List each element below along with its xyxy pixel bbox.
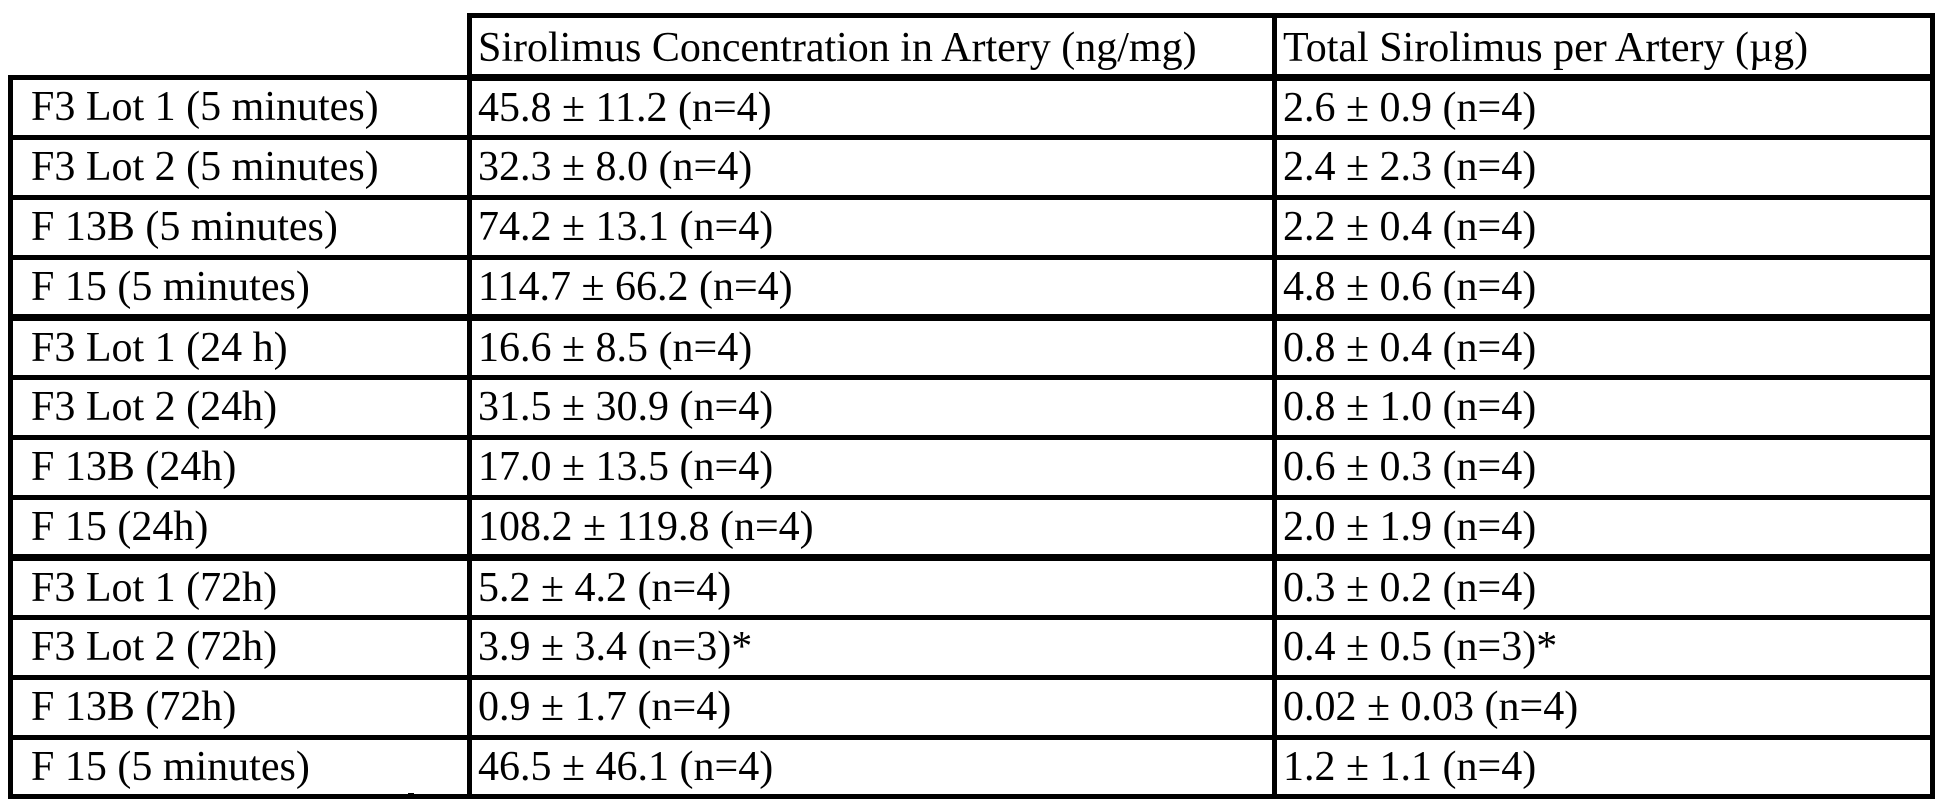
- total-cell: 2.6 ± 0.9 (n=4): [1272, 75, 1935, 141]
- table-row: F 13B (72h) 0.9 ± 1.7 (n=4) 0.02 ± 0.03 …: [8, 675, 1935, 741]
- header-spacer-cell: [10, 15, 470, 78]
- table-row: F3 Lot 2 (72h) 3.9 ± 3.4 (n=3)* 0.4 ± 0.…: [8, 615, 1935, 681]
- table-row: F3 Lot 1 (5 minutes) 45.8 ± 11.2 (n=4) 2…: [8, 75, 1935, 141]
- total-cell: 0.8 ± 0.4 (n=4): [1272, 314, 1935, 381]
- row-label-cell: F3 Lot 1 (5 minutes): [8, 75, 472, 141]
- row-label-cell: F3 Lot 2 (24h): [8, 375, 472, 441]
- total-cell: 0.8 ± 1.0 (n=4): [1272, 375, 1935, 441]
- row-label-cell: F 15 (24h): [8, 495, 472, 561]
- table-row: F 13B (24h) 17.0 ± 13.5 (n=4) 0.6 ± 0.3 …: [8, 435, 1935, 501]
- table-row: F3 Lot 1 (72h) 5.2 ± 4.2 (n=4) 0.3 ± 0.2…: [8, 554, 1935, 621]
- concentration-cell: 31.5 ± 30.9 (n=4): [467, 375, 1277, 441]
- row-label-cell: F 15 (5 minutes): [8, 255, 472, 321]
- header-row: Sirolimus Concentration in Artery (ng/mg…: [10, 12, 1935, 82]
- header-concentration: Sirolimus Concentration in Artery (ng/mg…: [467, 12, 1277, 82]
- total-cell: 2.2 ± 0.4 (n=4): [1272, 195, 1935, 261]
- concentration-cell: 5.2 ± 4.2 (n=4): [467, 554, 1277, 621]
- total-cell: 0.02 ± 0.03 (n=4): [1272, 675, 1935, 741]
- concentration-cell: 45.8 ± 11.2 (n=4): [467, 75, 1277, 141]
- total-cell: 2.4 ± 2.3 (n=4): [1272, 135, 1935, 201]
- total-cell: 0.4 ± 0.5 (n=3)*: [1272, 615, 1935, 681]
- concentration-cell: 32.3 ± 8.0 (n=4): [467, 135, 1277, 201]
- concentration-cell: 3.9 ± 3.4 (n=3)*: [467, 615, 1277, 681]
- header-total: Total Sirolimus per Artery (µg): [1272, 12, 1935, 82]
- table-row: F 15 (5 minutes) 114.7 ± 66.2 (n=4) 4.8 …: [8, 255, 1935, 321]
- table-header: Sirolimus Concentration in Artery (ng/mg…: [10, 12, 1935, 82]
- row-label-cell: F3 Lot 1 (72h): [8, 554, 472, 621]
- row-label-cell: F3 Lot 2 (72h): [8, 615, 472, 681]
- concentration-cell: 17.0 ± 13.5 (n=4): [467, 435, 1277, 501]
- row-label-cell: F3 Lot 1 (24 h): [8, 314, 472, 381]
- row-label-cell: F3 Lot 2 (5 minutes): [8, 135, 472, 201]
- row-label-cell: F 13B (72h): [8, 675, 472, 741]
- concentration-cell: 114.7 ± 66.2 (n=4): [467, 255, 1277, 321]
- row-label-cell: F 15 (5 minutes): [8, 735, 472, 799]
- sirolimus-results-table: Sirolimus Concentration in Artery (ng/mg…: [8, 12, 1935, 799]
- total-cell: 0.6 ± 0.3 (n=4): [1272, 435, 1935, 501]
- table-row: F 13B (5 minutes) 74.2 ± 13.1 (n=4) 2.2 …: [8, 195, 1935, 261]
- concentration-cell: 108.2 ± 119.8 (n=4): [467, 495, 1277, 561]
- concentration-cell: 16.6 ± 8.5 (n=4): [467, 314, 1277, 381]
- concentration-cell: 46.5 ± 46.1 (n=4): [467, 735, 1277, 799]
- table-row: F 15 (24h) 108.2 ± 119.8 (n=4) 2.0 ± 1.9…: [8, 495, 1935, 561]
- concentration-cell: 74.2 ± 13.1 (n=4): [467, 195, 1277, 261]
- concentration-cell: 0.9 ± 1.7 (n=4): [467, 675, 1277, 741]
- total-cell: 1.2 ± 1.1 (n=4): [1272, 735, 1935, 799]
- table-row: F3 Lot 1 (24 h) 16.6 ± 8.5 (n=4) 0.8 ± 0…: [8, 314, 1935, 381]
- total-cell: 4.8 ± 0.6 (n=4): [1272, 255, 1935, 321]
- row-label-cell: F 13B (5 minutes): [8, 195, 472, 261]
- total-cell: 0.3 ± 0.2 (n=4): [1272, 554, 1935, 621]
- table-body: F3 Lot 1 (5 minutes) 45.8 ± 11.2 (n=4) 2…: [8, 75, 1935, 799]
- row-label-cell: F 13B (24h): [8, 435, 472, 501]
- total-cell: 2.0 ± 1.9 (n=4): [1272, 495, 1935, 561]
- table-row: F3 Lot 2 (5 minutes) 32.3 ± 8.0 (n=4) 2.…: [8, 135, 1935, 201]
- table-row: F 15 (5 minutes) 46.5 ± 46.1 (n=4) 1.2 ±…: [8, 735, 1935, 799]
- table-row: F3 Lot 2 (24h) 31.5 ± 30.9 (n=4) 0.8 ± 1…: [8, 375, 1935, 441]
